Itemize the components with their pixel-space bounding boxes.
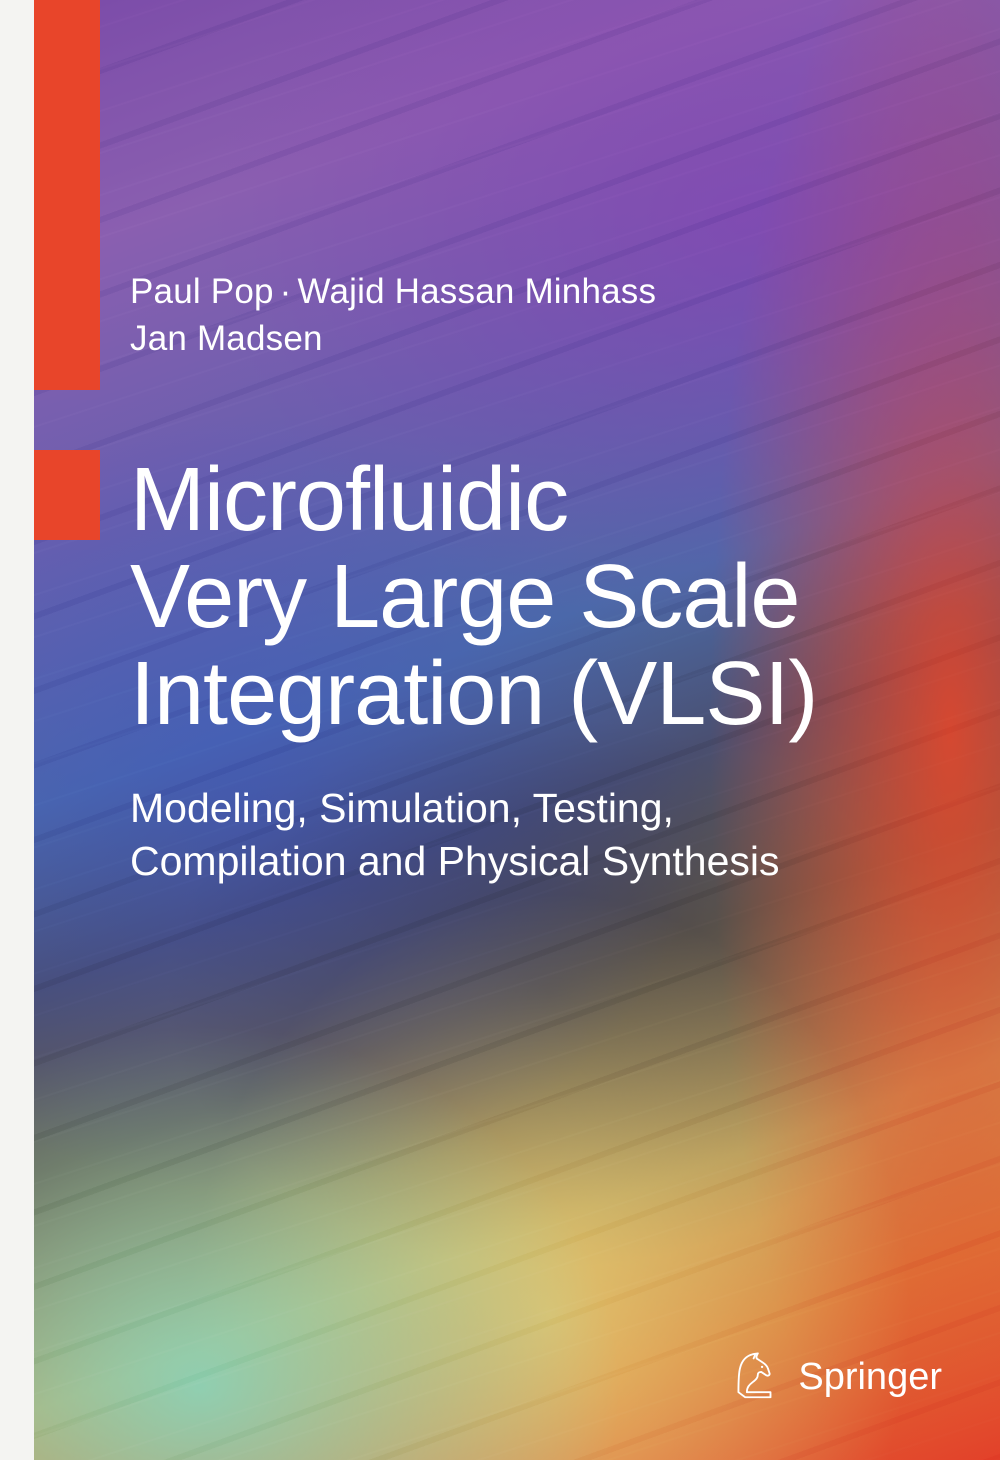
- book-cover: Paul Pop·Wajid Hassan Minhass Jan Madsen…: [0, 0, 1000, 1460]
- author-2: Wajid Hassan Minhass: [298, 272, 657, 311]
- spine-accent-top: [34, 0, 100, 390]
- title-line-3: Integration (VLSI): [130, 644, 817, 744]
- subtitle-line-1: Modeling, Simulation, Testing,: [130, 785, 674, 831]
- springer-horse-icon: [730, 1350, 784, 1404]
- author-3: Jan Madsen: [130, 319, 323, 358]
- publisher-name: Springer: [798, 1356, 942, 1399]
- spine-white-strip: [0, 0, 34, 1460]
- subtitle-line-2: Compilation and Physical Synthesis: [130, 838, 780, 884]
- book-subtitle: Modeling, Simulation, Testing, Compilati…: [130, 782, 780, 889]
- author-1: Paul Pop: [130, 272, 274, 311]
- author-separator: ·: [274, 272, 298, 311]
- book-title: Microfluidic Very Large Scale Integratio…: [130, 452, 817, 744]
- authors-block: Paul Pop·Wajid Hassan Minhass Jan Madsen: [130, 268, 656, 363]
- title-line-2: Very Large Scale: [130, 547, 799, 647]
- spine-accent-bottom: [34, 450, 100, 540]
- title-line-1: Microfluidic: [130, 450, 568, 550]
- publisher-block: Springer: [730, 1350, 942, 1404]
